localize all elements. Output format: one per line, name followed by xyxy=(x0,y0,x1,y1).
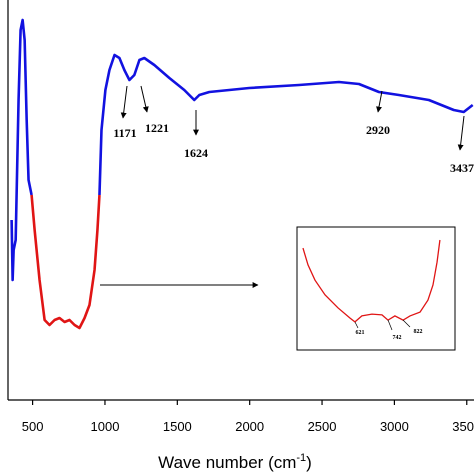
peak-label: 1624 xyxy=(184,146,208,160)
peak-arrow xyxy=(376,90,383,113)
x-tick-label: 2500 xyxy=(308,419,337,434)
x-tick-label: 3500 xyxy=(452,419,474,434)
peak-label: 1171 xyxy=(113,126,136,140)
peak-label: 2920 xyxy=(366,123,390,137)
peak-label: 3437 xyxy=(450,161,474,175)
x-axis-label: Wave number (cm-1) xyxy=(158,452,312,472)
x-tick-label: 1000 xyxy=(91,419,120,434)
inset-frame xyxy=(296,226,456,351)
inset-peak-tick xyxy=(402,319,411,328)
spectrum-line xyxy=(10,18,474,282)
x-tick-label: 2000 xyxy=(235,419,264,434)
inset-peak-tick xyxy=(354,321,359,329)
inset-peak-label: 822 xyxy=(414,329,423,335)
peak-label: 1221 xyxy=(145,121,169,135)
inset-peak-tick xyxy=(387,319,393,331)
inset-line xyxy=(302,239,441,323)
inset-peak-label: 742 xyxy=(393,335,402,341)
x-tick-label: 500 xyxy=(22,419,44,434)
inset-peak-label: 621 xyxy=(356,330,365,336)
x-tick-label: 3000 xyxy=(380,419,409,434)
x-tick-label: 1500 xyxy=(163,419,192,434)
spectrum-line xyxy=(30,194,101,330)
peak-arrow xyxy=(140,85,149,113)
peak-arrow xyxy=(457,115,465,151)
peak-arrow xyxy=(120,85,128,119)
